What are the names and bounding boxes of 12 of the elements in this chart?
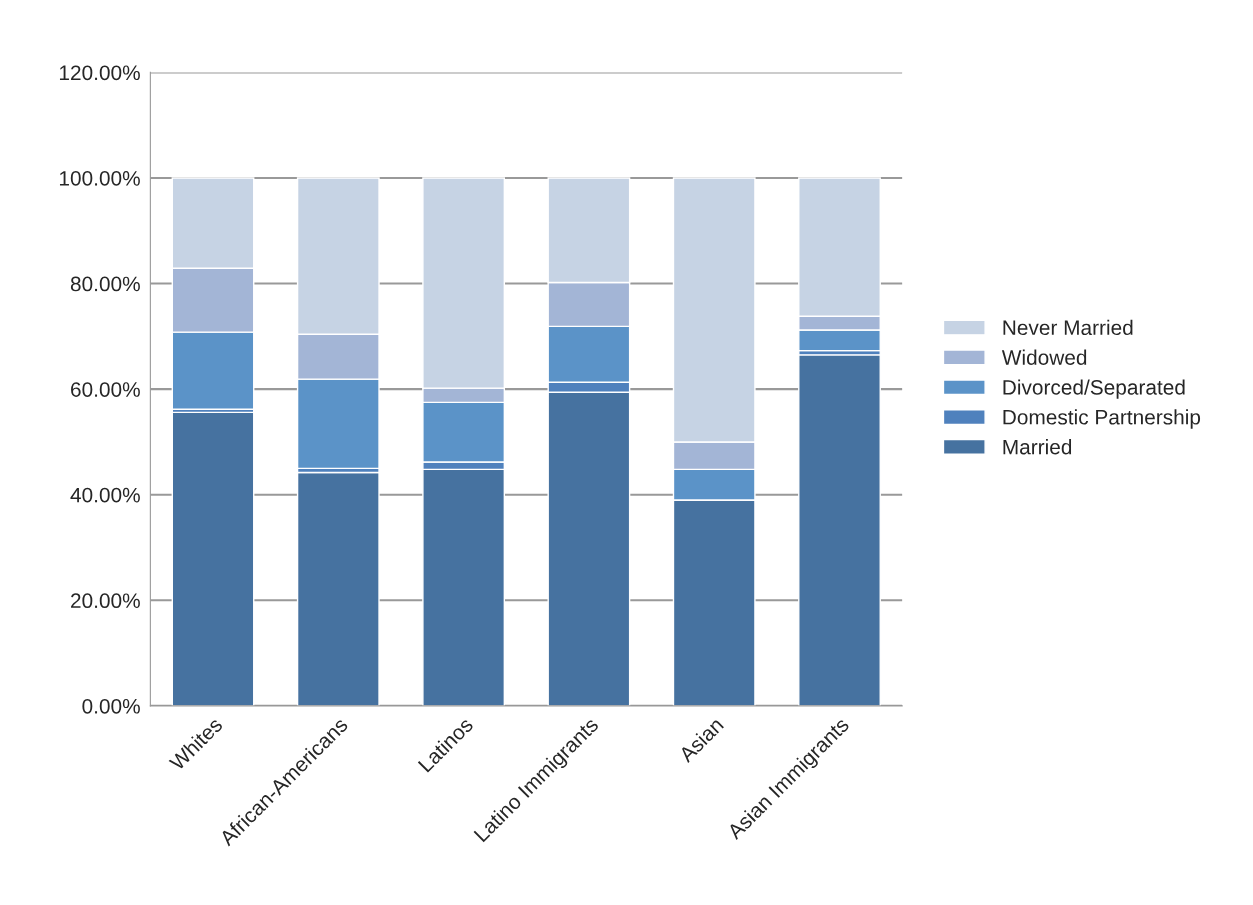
legend-label: Widowed	[1001, 349, 1087, 365]
legend-label: Domestic Partnership	[1003, 409, 1201, 429]
y-tick-label: 100.00%	[59, 170, 140, 186]
y-tick-label: 120.00%	[59, 65, 140, 81]
legend-label: Never Married	[1003, 319, 1133, 336]
y-tick-label: 40.00%	[70, 487, 140, 503]
legend-label: Divorced/Separated	[1003, 379, 1185, 399]
y-tick-label: 60.00%	[71, 382, 140, 397]
y-tick-label: 80.00%	[70, 276, 140, 292]
y-tick-label: 0.00%	[82, 698, 140, 714]
legend-label: Married	[1003, 439, 1072, 455]
y-tick-label: 20.00%	[71, 593, 140, 609]
